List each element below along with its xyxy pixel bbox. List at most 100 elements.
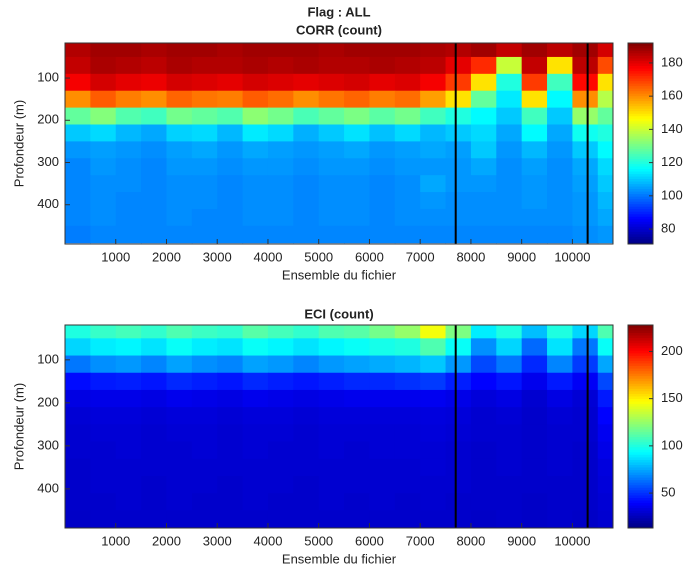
- heatmap-cell: [496, 389, 523, 408]
- heatmap-cell: [318, 407, 345, 425]
- heatmap-cell: [344, 510, 370, 528]
- heatmap-cell: [166, 73, 193, 92]
- heatmap-cell: [90, 158, 117, 176]
- heatmap-cell: [191, 407, 218, 425]
- heatmap-cell: [318, 389, 345, 408]
- colorbar-strip: [628, 108, 653, 112]
- colorbar-strip: [628, 345, 653, 349]
- heatmap-cell: [191, 493, 218, 511]
- heatmap-cell: [521, 475, 548, 494]
- heatmap-cell: [293, 441, 320, 460]
- colorbar-strip: [628, 507, 653, 511]
- heatmap-cell: [166, 424, 193, 443]
- heatmap-cell: [496, 73, 523, 92]
- heatmap-cell: [141, 175, 167, 193]
- heatmap-cell: [521, 175, 548, 193]
- heatmap-cell: [420, 73, 447, 92]
- colorbar-strip: [628, 368, 653, 372]
- heatmap-cell: [115, 441, 142, 460]
- colorbar-strip: [628, 201, 653, 205]
- heatmap-cell: [445, 372, 472, 391]
- heatmap-cell: [141, 458, 167, 477]
- heatmap-cell: [115, 208, 142, 227]
- heatmap-cell: [597, 458, 613, 477]
- colorbar-strip: [628, 421, 653, 425]
- heatmap-cell: [115, 141, 142, 159]
- heatmap-cell: [191, 510, 218, 528]
- heatmap-cell: [242, 441, 269, 460]
- heatmap-cell: [394, 458, 421, 477]
- heatmap-cell: [344, 372, 370, 391]
- heatmap: [65, 43, 613, 244]
- heatmap-cell: [597, 208, 613, 227]
- heatmap-cell: [90, 208, 117, 227]
- heatmap-cell: [65, 141, 91, 159]
- heatmap-cell: [242, 458, 269, 477]
- heatmap-cell: [242, 73, 269, 92]
- heatmap-cell: [547, 73, 573, 92]
- heatmap-cell: [267, 475, 294, 494]
- colorbar-strip: [628, 183, 653, 187]
- colorbar-strip: [628, 352, 653, 356]
- x-tick-label: 1000: [101, 249, 130, 264]
- heatmap-cell: [369, 90, 396, 109]
- heatmap-cell: [267, 124, 294, 142]
- colorbar-strip: [628, 335, 653, 339]
- heatmap-cell: [191, 372, 218, 391]
- heatmap-cell: [445, 424, 472, 443]
- heatmap-cell: [293, 192, 320, 210]
- colorbar-strip: [628, 510, 653, 514]
- heatmap-cell: [166, 441, 193, 460]
- heatmap-cell: [369, 124, 396, 142]
- heatmap-cell: [115, 124, 142, 142]
- colorbar-strip: [628, 416, 653, 420]
- heatmap-cell: [420, 441, 447, 460]
- heatmap-cell: [521, 225, 548, 244]
- heatmap-cell: [420, 208, 447, 227]
- heatmap-cell: [572, 441, 599, 460]
- heatmap-cell: [470, 372, 497, 391]
- colorbar-strip: [628, 125, 653, 129]
- heatmap-cell: [369, 43, 396, 58]
- heatmap-cell: [496, 107, 523, 125]
- heatmap-cell: [496, 441, 523, 460]
- colorbar-strip: [628, 441, 653, 445]
- colorbar-tick-label: 80: [661, 220, 675, 235]
- colorbar-strip: [628, 100, 653, 104]
- heatmap-cell: [90, 389, 117, 408]
- x-tick-label: 7000: [406, 249, 435, 264]
- colorbar-strip: [628, 373, 653, 377]
- y-tick-label: 100: [37, 351, 59, 366]
- heatmap-cell: [344, 141, 370, 159]
- colorbar-strip: [628, 340, 653, 344]
- colorbar-strip: [628, 365, 653, 369]
- heatmap-cell: [166, 192, 193, 210]
- heatmap-cell: [597, 175, 613, 193]
- heatmap-cell: [420, 355, 447, 374]
- colorbar-strip: [628, 55, 653, 59]
- heatmap-cell: [293, 475, 320, 494]
- colorbar-strip: [628, 83, 653, 87]
- colorbar-strip: [628, 393, 653, 397]
- heatmap-cell: [217, 424, 244, 443]
- colorbar-strip: [628, 517, 653, 521]
- heatmap-cell: [242, 141, 269, 159]
- heatmap-cell: [191, 424, 218, 443]
- colorbar-strip: [628, 388, 653, 392]
- heatmap-cell: [420, 407, 447, 425]
- heatmap-cell: [191, 338, 218, 357]
- heatmap-cell: [496, 338, 523, 357]
- heatmap-cell: [470, 141, 497, 159]
- x-tick-label: 4000: [254, 249, 283, 264]
- heatmap-cell: [394, 389, 421, 408]
- colorbar-strip: [628, 188, 653, 192]
- colorbar-strip: [628, 337, 653, 341]
- heatmap-cell: [217, 475, 244, 494]
- x-tick-label: 1000: [101, 533, 130, 548]
- heatmap-cell: [242, 355, 269, 374]
- heatmap-cell: [242, 192, 269, 210]
- heatmap-cell: [597, 441, 613, 460]
- heatmap-cell: [141, 208, 167, 227]
- heatmap-cell: [394, 158, 421, 176]
- heatmap-cell: [115, 493, 142, 511]
